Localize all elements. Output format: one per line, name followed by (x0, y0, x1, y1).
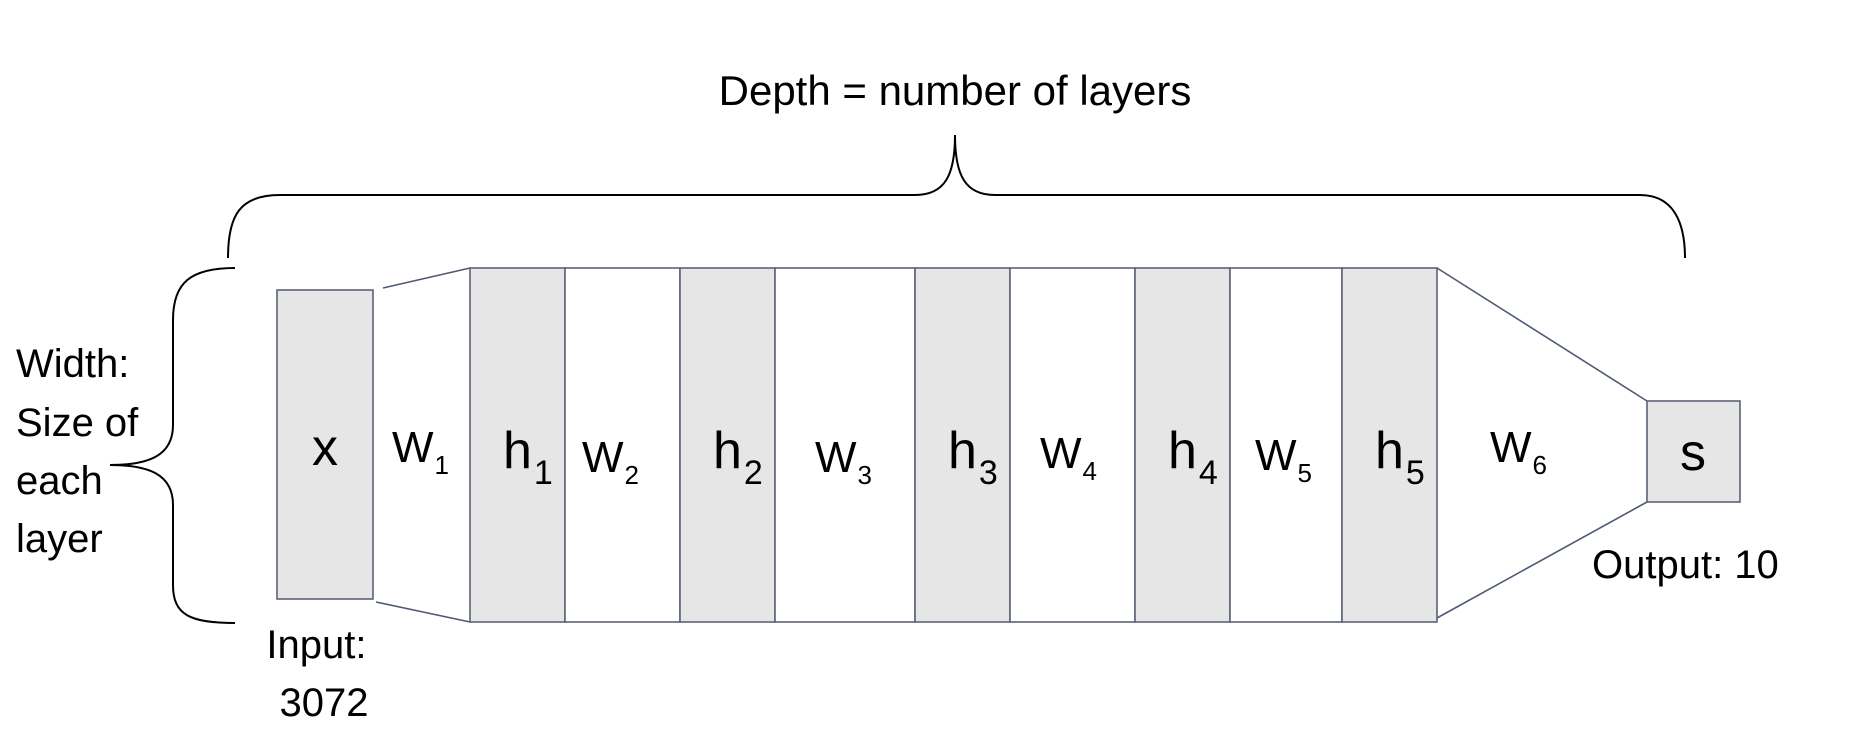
depth-brace (227, 134, 1686, 259)
hidden-layer-box (914, 267, 1011, 623)
width-label-line: Width: (16, 342, 129, 386)
width-label-line: Size of (16, 401, 139, 445)
output-layer-label: s (1680, 424, 1706, 482)
width-label: Width: Size of each layer (16, 342, 149, 561)
width-label-line: layer (16, 517, 103, 561)
hidden-layer-box (1134, 267, 1231, 623)
weight-label: W1 (392, 423, 449, 480)
depth-label: Depth = number of layers (719, 67, 1192, 114)
input-layer-box (276, 289, 374, 600)
width-brace (109, 267, 236, 624)
weight-box (564, 267, 681, 623)
input-size-label: Input: 3072 (266, 623, 377, 725)
hidden-layer-label: h4 (1168, 422, 1218, 492)
weight-label: W4 (1040, 429, 1097, 486)
weight-label: W5 (1255, 431, 1312, 488)
connector-line (375, 601, 471, 623)
weight-label: W3 (815, 433, 872, 490)
input-layer-label: x (312, 419, 338, 477)
weight-label: W6 (1490, 423, 1547, 480)
connector-line (1436, 267, 1648, 402)
hidden-layer-box (1341, 267, 1438, 623)
output-size-label: Output: 10 (1592, 543, 1779, 587)
width-label-line: each (16, 459, 103, 503)
connector-line (1436, 501, 1648, 619)
hidden-layer-label: h2 (713, 422, 763, 492)
hidden-layer-label: h5 (1375, 422, 1425, 492)
weight-box (1229, 267, 1343, 623)
weight-label: W2 (582, 433, 639, 490)
connector-line (382, 267, 471, 289)
hidden-layer-label: h3 (948, 422, 998, 492)
hidden-layer-box (469, 267, 566, 623)
hidden-layer-label: h1 (503, 422, 553, 492)
output-layer-box (1646, 400, 1741, 503)
